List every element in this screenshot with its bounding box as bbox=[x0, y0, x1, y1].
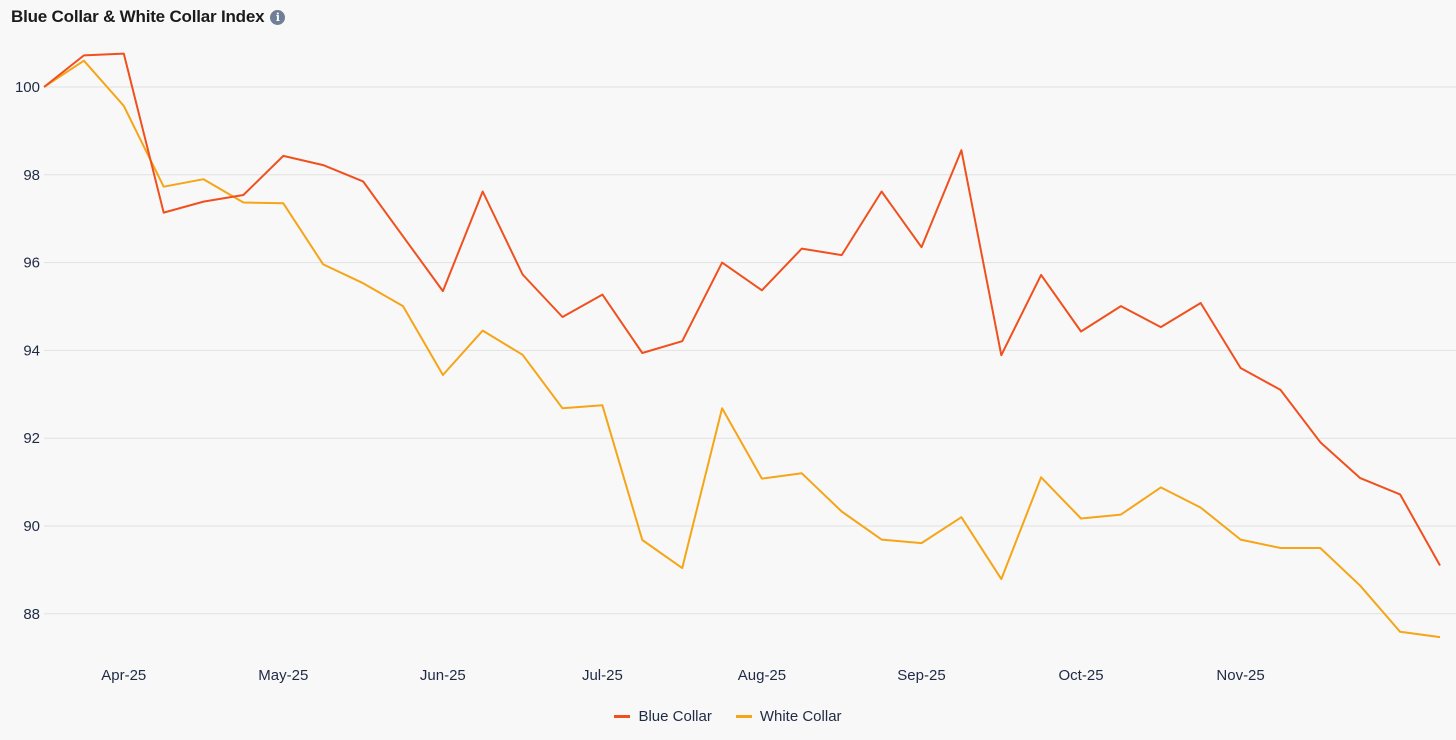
y-tick-label: 92 bbox=[23, 430, 40, 447]
x-tick-label: Jun-25 bbox=[420, 667, 466, 684]
y-tick-label: 98 bbox=[23, 167, 40, 184]
y-tick-label: 100 bbox=[15, 79, 40, 96]
y-tick-label: 90 bbox=[23, 518, 40, 535]
legend-swatch bbox=[735, 715, 752, 718]
x-tick-label: Oct-25 bbox=[1059, 667, 1104, 684]
legend-item-blue-collar[interactable]: Blue Collar bbox=[614, 708, 712, 725]
info-icon[interactable]: i bbox=[270, 9, 286, 25]
chart-header: Blue Collar & White Collar Index i bbox=[11, 7, 286, 27]
legend-label: Blue Collar bbox=[638, 708, 712, 725]
x-axis-ticks: Apr-25 May-25 Jun-25 Jul-25 Aug-25 Sep-25 Oct-… bbox=[101, 667, 1264, 684]
series-line-white-collar[interactable] bbox=[43, 59, 1441, 639]
grid-lines bbox=[44, 86, 1456, 615]
y-axis-ticks: 88 90 92 94 96 98 100 bbox=[15, 79, 40, 623]
chart-title: Blue Collar & White Collar Index bbox=[11, 7, 265, 26]
legend-item-white-collar[interactable]: White Collar bbox=[735, 708, 842, 725]
series-line-blue-collar[interactable] bbox=[43, 52, 1441, 566]
y-tick-label: 88 bbox=[23, 606, 40, 623]
x-tick-label: May-25 bbox=[258, 667, 308, 684]
line-chart: 88 90 92 94 96 98 100 Apr-25 May-25 Jun-25 Jul-25… bbox=[15, 52, 1456, 684]
x-tick-label: Jul-25 bbox=[582, 667, 623, 684]
x-tick-label: Nov-25 bbox=[1216, 667, 1264, 684]
x-tick-label: Apr-25 bbox=[101, 667, 146, 684]
x-tick-label: Aug-25 bbox=[738, 667, 786, 684]
legend-swatch bbox=[614, 715, 631, 718]
chart-legend: Blue Collar White Collar bbox=[0, 708, 1456, 725]
y-tick-label: 96 bbox=[23, 255, 40, 272]
legend-label: White Collar bbox=[759, 708, 842, 725]
x-tick-label: Sep-25 bbox=[897, 667, 945, 684]
y-tick-label: 94 bbox=[23, 342, 40, 359]
series-lines bbox=[43, 52, 1441, 639]
